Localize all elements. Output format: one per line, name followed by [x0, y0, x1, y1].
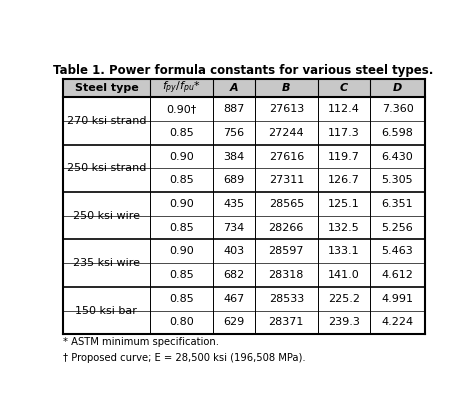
Text: 682: 682	[223, 270, 245, 280]
Text: 887: 887	[223, 104, 245, 114]
Text: 133.1: 133.1	[328, 246, 360, 256]
Text: 4.612: 4.612	[382, 270, 413, 280]
Text: Table 1. Power formula constants for various steel types.: Table 1. Power formula constants for var…	[53, 64, 433, 77]
Text: 0.85: 0.85	[169, 294, 193, 304]
Text: 28266: 28266	[269, 223, 304, 233]
Text: 0.90: 0.90	[169, 199, 193, 209]
Text: 27244: 27244	[268, 128, 304, 138]
Text: 6.351: 6.351	[382, 199, 413, 209]
Text: 7.360: 7.360	[382, 104, 413, 114]
Text: 0.85: 0.85	[169, 128, 193, 138]
Text: $f_{py}/f_{pu}$*: $f_{py}/f_{pu}$*	[162, 80, 201, 96]
Text: 28318: 28318	[269, 270, 304, 280]
Text: 235 ksi wire: 235 ksi wire	[73, 258, 140, 268]
Text: 5.256: 5.256	[382, 223, 413, 233]
Text: 0.90: 0.90	[169, 151, 193, 161]
Text: 435: 435	[223, 199, 244, 209]
Text: 0.90†: 0.90†	[166, 104, 196, 114]
Text: 27311: 27311	[269, 175, 304, 185]
Text: B: B	[282, 83, 291, 93]
Bar	[63, 79, 425, 97]
Text: A: A	[229, 83, 238, 93]
Text: 4.224: 4.224	[382, 317, 413, 327]
Text: 112.4: 112.4	[328, 104, 360, 114]
Text: 0.85: 0.85	[169, 175, 193, 185]
Text: 5.463: 5.463	[382, 246, 413, 256]
Text: 467: 467	[223, 294, 245, 304]
Text: 126.7: 126.7	[328, 175, 360, 185]
Text: 756: 756	[223, 128, 244, 138]
Text: 117.3: 117.3	[328, 128, 360, 138]
Text: * ASTM minimum specification.: * ASTM minimum specification.	[63, 337, 219, 347]
Text: 5.305: 5.305	[382, 175, 413, 185]
Text: 0.80: 0.80	[169, 317, 193, 327]
Text: D: D	[393, 83, 402, 93]
Text: C: C	[340, 83, 348, 93]
Text: 28565: 28565	[269, 199, 304, 209]
Text: 28597: 28597	[269, 246, 304, 256]
Text: 689: 689	[223, 175, 245, 185]
Text: 0.85: 0.85	[169, 223, 193, 233]
Text: 403: 403	[223, 246, 244, 256]
Text: 6.598: 6.598	[382, 128, 413, 138]
Text: 132.5: 132.5	[328, 223, 360, 233]
Text: 0.85: 0.85	[169, 270, 193, 280]
Text: 629: 629	[223, 317, 245, 327]
Text: 734: 734	[223, 223, 245, 233]
Text: 270 ksi strand: 270 ksi strand	[67, 116, 146, 126]
Text: 28371: 28371	[269, 317, 304, 327]
Text: 27616: 27616	[269, 151, 304, 161]
Text: 225.2: 225.2	[328, 294, 360, 304]
Text: 384: 384	[223, 151, 245, 161]
Text: 0.90: 0.90	[169, 246, 193, 256]
Text: † Proposed curve; E = 28,500 ksi (196,508 MPa).: † Proposed curve; E = 28,500 ksi (196,50…	[63, 353, 306, 363]
Text: 4.991: 4.991	[382, 294, 413, 304]
Text: 27613: 27613	[269, 104, 304, 114]
Text: 141.0: 141.0	[328, 270, 360, 280]
Text: Steel type: Steel type	[74, 83, 138, 93]
Text: 125.1: 125.1	[328, 199, 360, 209]
Text: 28533: 28533	[269, 294, 304, 304]
Text: 239.3: 239.3	[328, 317, 360, 327]
Text: 250 ksi strand: 250 ksi strand	[67, 163, 146, 173]
Text: 250 ksi wire: 250 ksi wire	[73, 211, 140, 221]
Text: 119.7: 119.7	[328, 151, 360, 161]
Text: 6.430: 6.430	[382, 151, 413, 161]
Text: 150 ksi bar: 150 ksi bar	[75, 306, 137, 316]
